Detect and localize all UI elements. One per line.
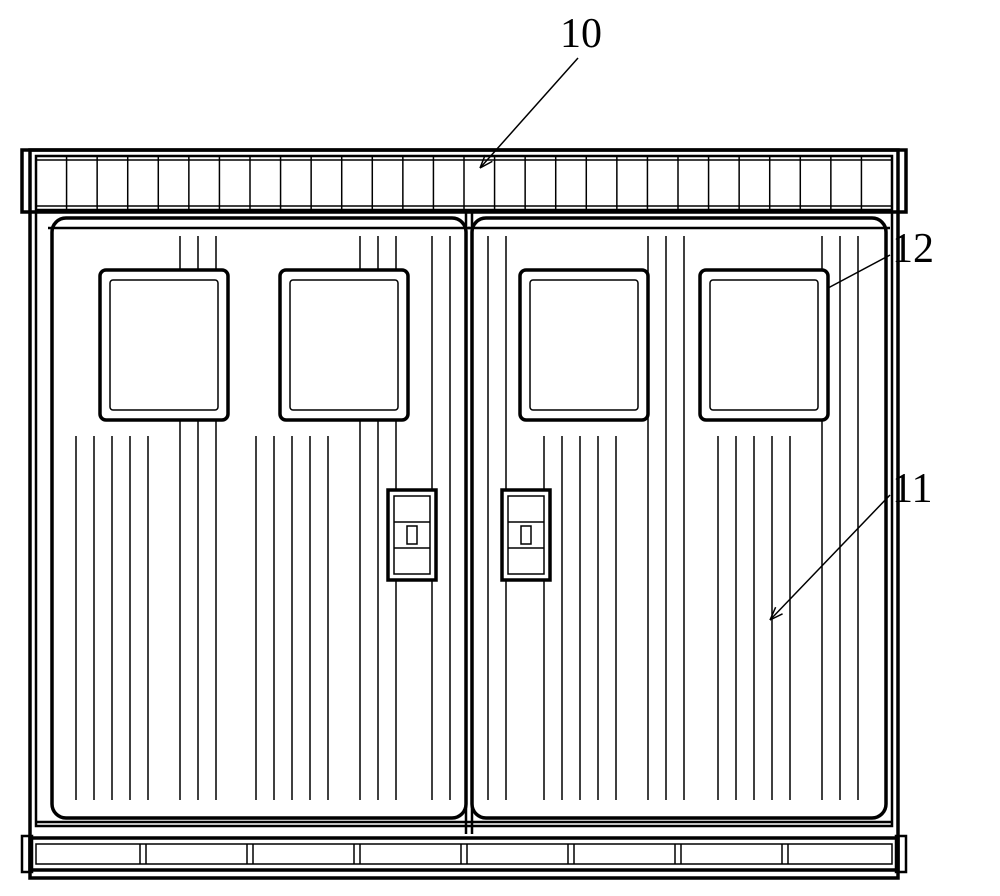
- label-12: 12: [892, 225, 934, 273]
- container-diagram: [0, 0, 1000, 896]
- label-10: 10: [560, 10, 602, 58]
- label-11: 11: [892, 465, 932, 513]
